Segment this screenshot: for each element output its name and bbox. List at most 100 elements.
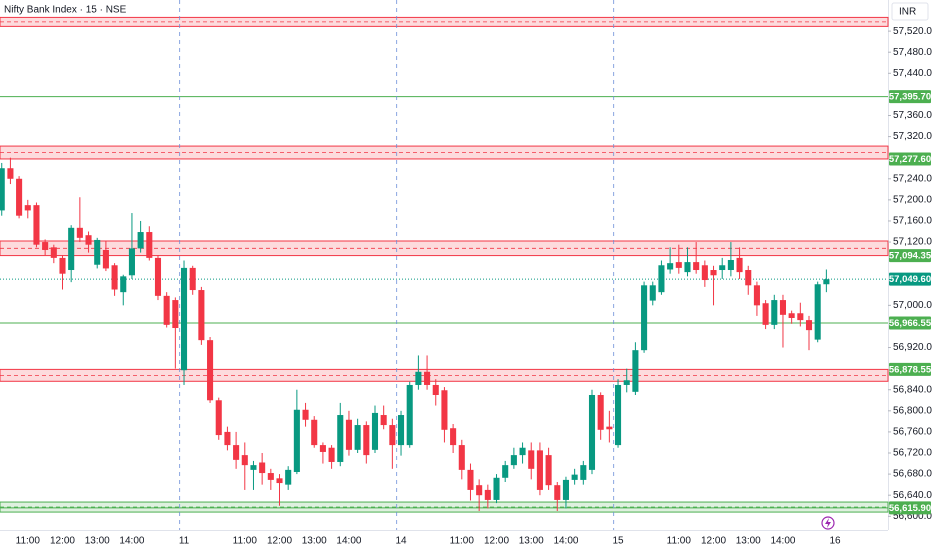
x-tick-label: 11 [179, 536, 190, 547]
events-icon[interactable] [821, 516, 835, 530]
candle-body [311, 419, 318, 446]
currency-box[interactable] [891, 2, 929, 21]
candle-body [467, 469, 474, 490]
y-tick-label: 57,480.00 [893, 47, 932, 58]
candle-body [649, 285, 656, 301]
y-tick-label: 57,160.00 [893, 216, 932, 227]
marks-layer [0, 157, 830, 512]
y-tick-label: 56,920.00 [893, 342, 932, 353]
level-tag [889, 362, 931, 376]
candle-body [328, 447, 335, 462]
candle-body [562, 479, 569, 500]
candle-body [42, 242, 49, 250]
candle-body [94, 239, 101, 265]
y-tick-label: 56,720.00 [893, 448, 932, 459]
level-label: 56,878.55 [889, 364, 932, 375]
y-tick-label: 56,600.00 [893, 511, 932, 522]
candle-body [276, 478, 283, 484]
candle-body [536, 450, 543, 490]
x-tick-label: 16 [829, 536, 841, 547]
events-bolt [825, 518, 831, 528]
x-tick-label: 11:00 [667, 536, 692, 547]
level-label: 57,277.60 [889, 154, 931, 165]
y-tick-label: 57,000.00 [893, 300, 932, 311]
candle-body [823, 279, 830, 285]
candle-body [528, 450, 535, 469]
candle-body [554, 485, 561, 500]
level-label: 57,094.35 [889, 251, 932, 262]
candle-body [476, 485, 483, 496]
x-tick-label: 14:00 [553, 536, 578, 547]
level-label: 57,049.60 [889, 274, 931, 285]
candle-body [293, 409, 300, 472]
candle-body [267, 473, 274, 480]
candle-body [415, 371, 422, 385]
candle-body [745, 270, 752, 286]
candle-body [33, 205, 40, 245]
currency[interactable]: INR [899, 7, 916, 18]
candle-body [615, 384, 622, 446]
candle-body [458, 445, 465, 470]
y-tick-label: 56,760.00 [893, 427, 932, 438]
candle-body [250, 465, 257, 470]
x-tick-label: 13:00 [519, 536, 544, 547]
x-tick-label: 12:00 [50, 536, 75, 547]
candle-body [675, 262, 682, 268]
candle-body [180, 267, 188, 371]
candle-body [128, 248, 135, 276]
candle-body [771, 300, 778, 325]
x-tick-label: 13:00 [736, 536, 761, 547]
x-tick-label: 12:00 [701, 536, 726, 547]
candle-body [172, 300, 179, 329]
level-tag [889, 249, 931, 263]
x-tick-label: 12:00 [267, 536, 292, 547]
candle-body [545, 455, 552, 486]
y-tick-label: 57,200.00 [893, 195, 932, 206]
candle-body [571, 474, 578, 480]
x-tick-label: 12:00 [484, 536, 509, 547]
candle-body [198, 290, 205, 341]
candle-body [111, 265, 118, 290]
y-tick-label: 56,640.00 [893, 490, 932, 501]
candle-body [588, 394, 596, 470]
y-tick-label: 56,800.00 [893, 405, 932, 416]
candle-body [424, 371, 431, 385]
candle-body [241, 455, 248, 466]
candle-body [632, 350, 639, 392]
candle-body [302, 409, 309, 420]
candle-body [701, 265, 708, 281]
candle-body [805, 320, 813, 331]
x-tick-label: 13:00 [85, 536, 110, 547]
candle-body [484, 489, 491, 500]
level-tag [889, 501, 931, 515]
candle-body [580, 465, 587, 480]
candle-body [667, 263, 674, 270]
level-tag [889, 152, 931, 166]
grid-layer [179, 0, 615, 530]
candle-body [753, 285, 760, 306]
candle-body [207, 340, 214, 401]
candle-body [189, 267, 196, 291]
candle-body [50, 247, 57, 258]
level-label: 56,615.90 [889, 503, 931, 514]
candle-body [658, 265, 665, 293]
candle-body [389, 425, 396, 446]
candle-body [606, 426, 613, 430]
candle-body [493, 477, 500, 500]
candle-body [788, 313, 795, 318]
candle-body [163, 295, 170, 325]
candle-body [146, 232, 153, 258]
x-tick-label: 11:00 [16, 536, 41, 547]
level-label: 56,966.55 [889, 318, 932, 329]
x-tick-label: 14:00 [770, 536, 795, 547]
candle-body [762, 303, 769, 325]
y-tick-label: 57,240.00 [893, 173, 932, 184]
y-tick-label: 57,440.00 [893, 68, 932, 79]
candle-body [450, 428, 457, 446]
candle-body [76, 227, 83, 238]
x-tick-label: 14 [395, 536, 407, 547]
candle-body [224, 431, 231, 446]
y-tick-label: 57,320.00 [893, 131, 932, 142]
